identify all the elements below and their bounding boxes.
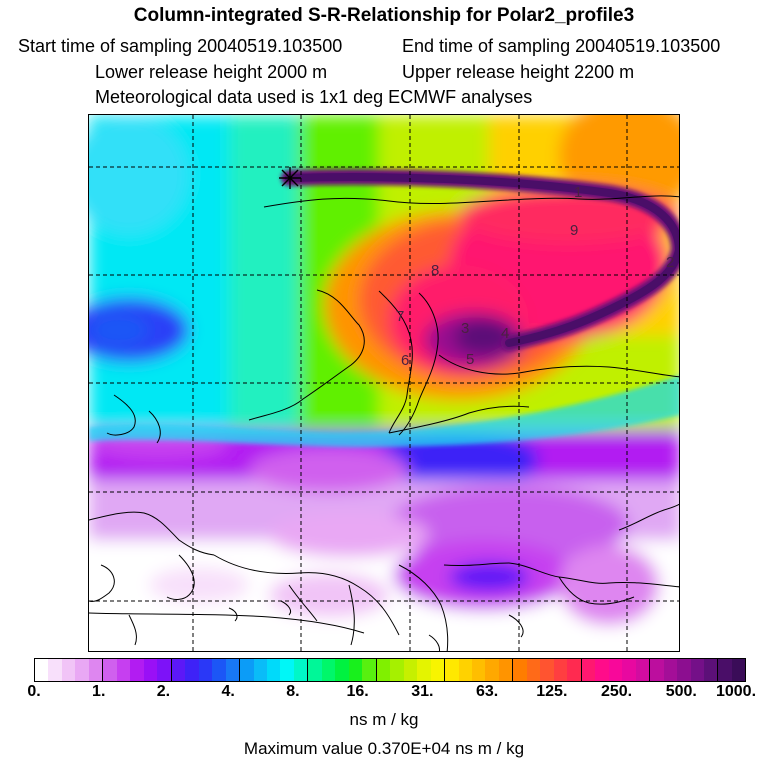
- color-scale-segment: [212, 659, 226, 681]
- end-time-label: End time of sampling 20040519.103500: [402, 36, 721, 56]
- color-scale-segment: [526, 659, 541, 681]
- color-scale-tick-label: 1000.: [715, 683, 757, 700]
- color-scale-segment: [362, 659, 377, 681]
- color-scale-tick-label: 500.: [665, 683, 697, 700]
- color-scale-segment: [595, 659, 609, 681]
- color-scale-segment: [348, 659, 363, 681]
- units-label: ns m / kg: [349, 710, 419, 729]
- color-scale-tick-label: 0.: [27, 683, 41, 700]
- color-scale-segment: [335, 659, 349, 681]
- release-point-asterisk: [279, 167, 301, 189]
- maximum-value-label: Maximum value 0.370E+04 ns m / kg: [243, 739, 525, 758]
- color-scale-segment: [485, 659, 499, 681]
- trajectory-label-9: 9: [570, 222, 578, 239]
- color-scale-segment: [280, 659, 294, 681]
- color-scale-segment: [417, 659, 431, 681]
- trajectory-label-8: 8: [431, 262, 439, 279]
- color-scale-segment: [48, 659, 62, 681]
- upper-release-height-label: Upper release height 2200 m: [402, 62, 635, 82]
- chart-title: Column-integrated S-R-Relationship for P…: [133, 5, 635, 26]
- color-scale-segment: [458, 659, 472, 681]
- color-scale-segment: [567, 659, 582, 681]
- color-scale-segment: [472, 659, 486, 681]
- color-scale-tick-label: 250.: [600, 683, 633, 700]
- color-scale-segment: [171, 659, 186, 681]
- color-scale-segment: [498, 659, 514, 681]
- color-scale-segment: [253, 659, 267, 681]
- color-scale-segment: [581, 659, 596, 681]
- meteorological-data-label: Meteorological data used is 1x1 deg ECMW…: [95, 87, 533, 107]
- trajectory-label-6: 6: [401, 352, 409, 369]
- color-scale-tick-label: 1.: [92, 683, 106, 700]
- color-scale-segment: [103, 659, 117, 681]
- color-scale-segment: [376, 659, 391, 681]
- color-scale-segment: [35, 659, 49, 681]
- color-scale-segment: [75, 659, 89, 681]
- color-scale-tick-label: 125.: [536, 683, 568, 700]
- color-scale-tick-label: 2.: [156, 683, 171, 700]
- color-scale-segment: [390, 659, 404, 681]
- color-scale-bar: [34, 658, 746, 682]
- color-scale-segment: [225, 659, 241, 681]
- color-scale-segment: [130, 659, 144, 681]
- trajectory-label-3: 3: [461, 320, 469, 337]
- color-scale-segment: [718, 659, 732, 681]
- trajectory-label-2: 2: [666, 254, 674, 271]
- color-scale-segment: [185, 659, 199, 681]
- trajectory-label-7: 7: [396, 308, 404, 325]
- color-scale-tick-label: 16.: [346, 683, 369, 700]
- color-scale-segment: [445, 659, 459, 681]
- color-scale-segment: [240, 659, 254, 681]
- color-scale-segment: [622, 659, 636, 681]
- trajectory-label-4: 4: [501, 325, 509, 342]
- coastlines: [89, 195, 679, 651]
- color-scale-segment: [198, 659, 213, 681]
- color-scale-segment: [61, 659, 76, 681]
- color-scale-segment: [321, 659, 336, 681]
- color-scale-segment: [677, 659, 691, 681]
- color-scale-segment: [430, 659, 446, 681]
- color-scale-segment: [116, 659, 131, 681]
- color-scale-segment: [293, 659, 309, 681]
- color-scale-tick-label: 4.: [221, 683, 235, 700]
- color-scale-segment: [403, 659, 418, 681]
- color-scale-segment: [266, 659, 281, 681]
- color-scale-tick-label: 31.: [411, 683, 434, 700]
- graticule: [89, 115, 679, 651]
- lower-release-height-label: Lower release height 2000 m: [95, 62, 328, 82]
- trajectory-label-1: 1: [574, 184, 582, 201]
- color-scale-segment: [553, 659, 568, 681]
- start-time-label: Start time of sampling 20040519.103500: [18, 36, 343, 56]
- color-scale-segment: [650, 659, 664, 681]
- color-scale-segment: [635, 659, 651, 681]
- color-scale-segment: [731, 659, 746, 681]
- trajectory-labels: 1 2 3 4 5 6 7 8 9: [396, 184, 674, 369]
- color-scale-segment: [513, 659, 527, 681]
- color-scale-segment: [308, 659, 322, 681]
- color-scale-segment: [608, 659, 623, 681]
- color-scale-tick-label: 63.: [475, 683, 499, 700]
- color-scale-segment: [143, 659, 158, 681]
- sensitivity-map: 1 2 3 4 5 6 7 8 9: [88, 114, 680, 652]
- color-scale-segment: [703, 659, 719, 681]
- color-scale-tick-label: 8.: [286, 683, 300, 700]
- color-scale-segment: [157, 659, 172, 681]
- map-field: 1 2 3 4 5 6 7 8 9: [89, 115, 679, 651]
- color-scale-segment: [690, 659, 704, 681]
- trajectory-label-5: 5: [466, 351, 474, 368]
- color-scale-segment: [663, 659, 678, 681]
- color-scale-segment: [88, 659, 104, 681]
- color-scale-segment: [540, 659, 554, 681]
